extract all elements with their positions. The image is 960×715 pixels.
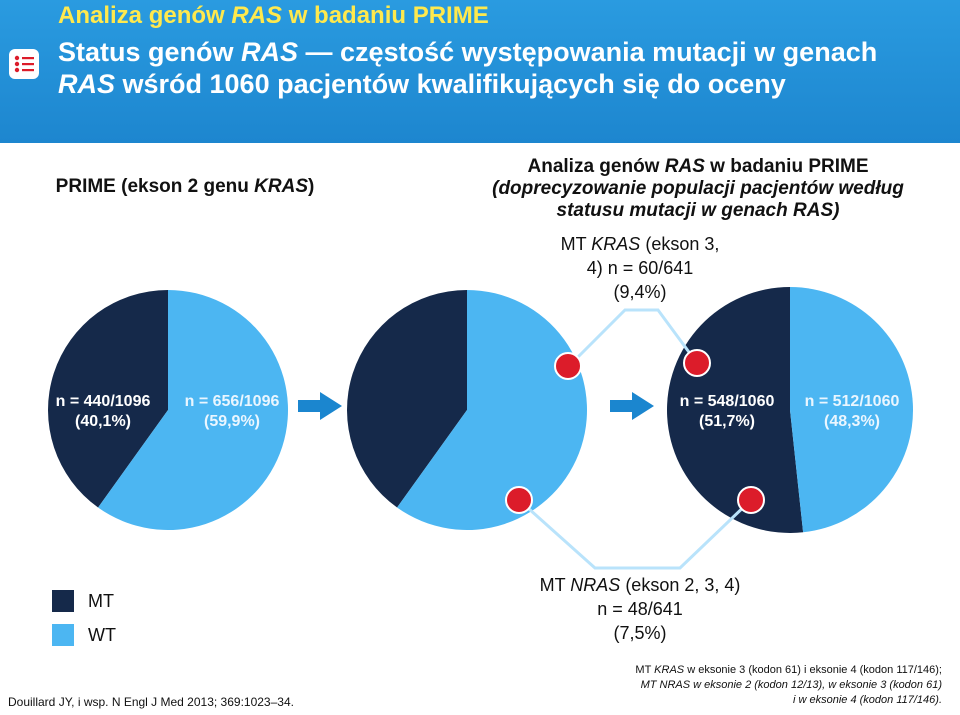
pie-chart-kras-exon2 bbox=[48, 290, 289, 530]
page-title: Status genów RAS — częstość występowania… bbox=[58, 37, 878, 99]
pie-chart-ras bbox=[667, 287, 914, 533]
right-panel-title: Analiza genów RAS w badaniu PRIME (dopre… bbox=[492, 156, 904, 221]
legend-label-wt: WT bbox=[88, 624, 116, 645]
pie-chart-transition bbox=[347, 290, 588, 530]
flow-arrow-1 bbox=[298, 392, 342, 420]
kras-mutation-marker bbox=[683, 349, 711, 377]
pie1-slice-mt bbox=[48, 290, 168, 508]
pie1-label-wt-percent: (59,9%) bbox=[204, 413, 260, 430]
legend-item-mt: MT bbox=[52, 590, 114, 612]
pie3-label-wt-percent: (48,3%) bbox=[824, 413, 880, 430]
kras-leader bbox=[566, 308, 699, 369]
pie3-label-wt-count: n = 512/1060 bbox=[805, 393, 900, 410]
kras-callout: MT KRAS (ekson 3, 4) n = 60/641 (9,4%) bbox=[560, 234, 720, 302]
pie1-label-mt-count: n = 440/1096 bbox=[56, 393, 151, 410]
slice-labels: n = 440/1096 (40,1%) n = 656/1096 (59,9%) n … bbox=[56, 393, 900, 430]
pie2-slice-mt bbox=[347, 290, 467, 508]
header-kicker: Analiza genów RAS w badaniu PRIME bbox=[58, 2, 489, 29]
legend-label-mt: MT bbox=[88, 590, 114, 611]
kras-mutation-marker bbox=[554, 352, 582, 380]
flow-arrows bbox=[298, 392, 654, 420]
legend-item-wt: WT bbox=[52, 624, 116, 646]
mutation-markers bbox=[505, 349, 765, 514]
legend-swatch-mt bbox=[52, 590, 74, 612]
nras-callout: MT NRAS (ekson 2, 3, 4) n = 48/641 (7,5%… bbox=[539, 575, 741, 643]
pie1-slice-wt bbox=[98, 290, 289, 530]
pie2-slice-wt bbox=[397, 290, 588, 530]
header-banner: Analiza genów RAS w badaniu PRIME Status… bbox=[0, 0, 960, 143]
left-panel-title: PRIME (ekson 2 genu KRAS) bbox=[55, 176, 315, 197]
list-icon bbox=[9, 49, 39, 79]
footnote: MT KRAS w eksonie 3 (kodon 61) i eksonie… bbox=[635, 664, 942, 706]
pie3-slice-wt bbox=[790, 287, 914, 533]
legend-swatch-wt bbox=[52, 624, 74, 646]
nras-mutation-marker bbox=[737, 486, 765, 514]
pie3-label-mt-percent: (51,7%) bbox=[699, 413, 755, 430]
reference-citation: Douillard JY, i wsp. N Engl J Med 2013; … bbox=[8, 695, 294, 709]
pie1-label-mt-percent: (40,1%) bbox=[75, 413, 131, 430]
pie3-slice-mt bbox=[667, 287, 804, 533]
nras-leader bbox=[517, 498, 753, 570]
pie3-label-mt-count: n = 548/1060 bbox=[680, 393, 775, 410]
callout-leader-lines bbox=[517, 308, 753, 570]
flow-arrow-2 bbox=[610, 392, 654, 420]
nras-mutation-marker bbox=[505, 486, 533, 514]
pie1-label-wt-count: n = 656/1096 bbox=[185, 393, 280, 410]
